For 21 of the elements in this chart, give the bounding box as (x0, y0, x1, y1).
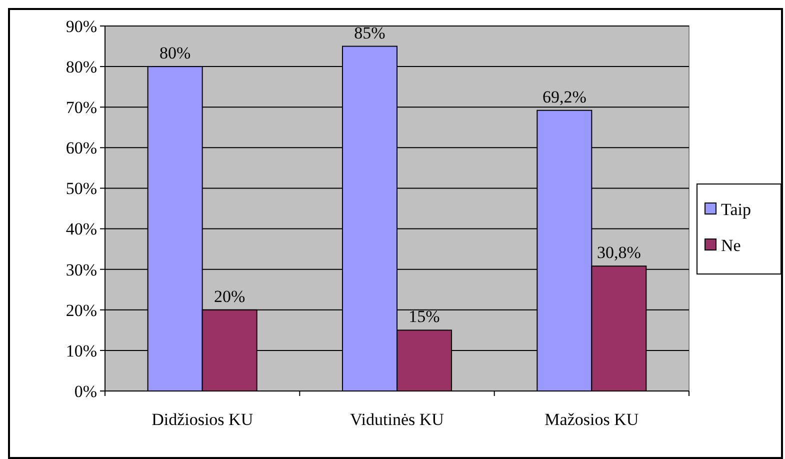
legend-label: Ne (721, 236, 741, 255)
y-tick-label: 90% (66, 16, 97, 36)
y-tick-label: 20% (66, 300, 97, 320)
data-label: 15% (408, 307, 440, 326)
data-label: 69,2% (542, 87, 586, 106)
y-tick-label: 80% (66, 58, 97, 77)
y-tick-label: 50% (66, 179, 97, 198)
y-tick-label: 0% (74, 382, 97, 401)
y-tick-label: 10% (66, 341, 97, 360)
legend-label: Taip (721, 200, 751, 219)
y-tick-label: 30% (66, 260, 97, 280)
y-tick-label: 40% (66, 220, 97, 239)
x-tick-label: Vidutinės KU (350, 410, 444, 429)
data-label: 80% (159, 44, 191, 63)
x-tick-label: Didžiosios KU (152, 410, 254, 429)
x-tick-label: Mažosios KU (544, 410, 639, 429)
y-tick-label: 60% (66, 138, 97, 158)
data-label: 30,8% (596, 243, 641, 262)
y-tick-label: 70% (66, 98, 97, 118)
data-label: 85% (354, 23, 386, 42)
data-label: 20% (214, 286, 246, 306)
